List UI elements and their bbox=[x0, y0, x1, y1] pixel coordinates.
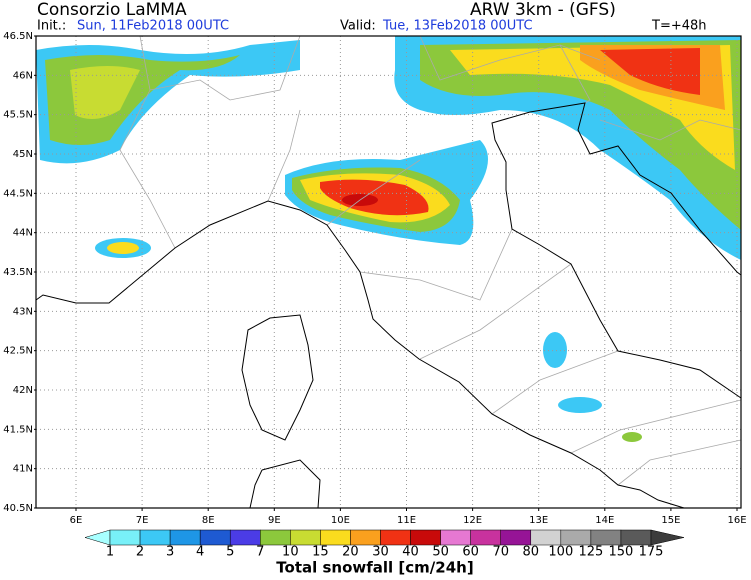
colorbar-label: 7 bbox=[256, 545, 264, 560]
colorbar-label: 15 bbox=[312, 545, 329, 560]
colorbar-label: 5 bbox=[226, 545, 234, 560]
lat-label: 44N bbox=[13, 228, 33, 239]
colorbar-box bbox=[410, 529, 441, 546]
lon-label: 10E bbox=[331, 515, 350, 526]
colorbar-box bbox=[440, 529, 471, 546]
colorbar-label: 20 bbox=[342, 545, 359, 560]
lon-label: 12E bbox=[463, 515, 482, 526]
colorbar-triangle bbox=[84, 529, 111, 546]
colorbar-label: 40 bbox=[402, 545, 419, 560]
valid-value: Tue, 13Feb2018 00UTC bbox=[382, 19, 533, 34]
colorbar-label: 70 bbox=[492, 545, 509, 560]
colorbar-box bbox=[109, 529, 141, 546]
colorbar-label: 30 bbox=[372, 545, 389, 560]
colorbar-label: 125 bbox=[578, 545, 603, 560]
snow-area bbox=[622, 432, 642, 442]
admin-borders bbox=[119, 35, 742, 486]
colorbar: 1 2 3 4 5 7 10 15 20 30 40 50 60 70 80 100 125 150 175 bbox=[84, 529, 685, 560]
colorbar-box bbox=[229, 529, 261, 546]
colorbar-box bbox=[169, 529, 201, 546]
model-title: ARW 3km - (GFS) bbox=[470, 0, 616, 20]
colorbar-label: 60 bbox=[462, 545, 479, 560]
colorbar-label: 175 bbox=[639, 545, 664, 560]
lat-label: 40.5N bbox=[3, 503, 33, 514]
island-sardinia bbox=[249, 459, 321, 509]
snow-area bbox=[107, 242, 139, 254]
colorbar-triangle bbox=[650, 529, 685, 546]
colorbar-box bbox=[620, 529, 652, 546]
snow-area bbox=[70, 66, 140, 119]
lat-label: 45N bbox=[13, 149, 33, 160]
colorbar-box bbox=[530, 529, 562, 546]
colorbar-box bbox=[380, 529, 411, 546]
lon-label: 13E bbox=[529, 515, 548, 526]
lon-label: 14E bbox=[595, 515, 614, 526]
colorbar-label: 3 bbox=[166, 545, 174, 560]
snow-area bbox=[558, 397, 602, 413]
lat-label: 42N bbox=[13, 385, 33, 396]
lon-label: 6E bbox=[70, 515, 83, 526]
lon-label: 7E bbox=[136, 515, 149, 526]
snow-area bbox=[543, 332, 567, 368]
lat-label: 46N bbox=[13, 70, 33, 81]
colorbar-label: 150 bbox=[609, 545, 634, 560]
colorbar-box bbox=[139, 529, 171, 546]
colorbar-label: 10 bbox=[282, 545, 299, 560]
colorbar-title: Total snowfall [cm/24h] bbox=[276, 559, 473, 577]
org-title: Consorzio LaMMA bbox=[37, 0, 187, 20]
colorbar-box bbox=[560, 529, 592, 546]
lat-label: 44.5N bbox=[3, 188, 33, 199]
colorbar-box bbox=[290, 529, 321, 546]
lead-time: T=+48h bbox=[651, 19, 707, 34]
colorbar-box bbox=[260, 529, 291, 546]
snow-fields bbox=[36, 36, 741, 442]
colorbar-label: 80 bbox=[523, 545, 540, 560]
colorbar-box bbox=[500, 529, 532, 546]
graticule bbox=[36, 36, 741, 508]
colorbar-label: 2 bbox=[136, 545, 144, 560]
colorbar-box bbox=[470, 529, 501, 546]
colorbar-box bbox=[350, 529, 381, 546]
lat-label: 43N bbox=[13, 306, 33, 317]
coastline bbox=[35, 102, 742, 509]
axis-labels: 46.5N 46N 45.5N 45N 44.5N 44N 43.5N 43N 42.5N 42N… bbox=[3, 31, 746, 526]
lon-label: 15E bbox=[661, 515, 680, 526]
init-label: Init.: bbox=[37, 19, 66, 34]
lat-label: 42.5N bbox=[3, 346, 33, 357]
snow-area bbox=[600, 48, 700, 95]
map-area bbox=[35, 35, 742, 509]
lat-label: 46.5N bbox=[3, 31, 33, 42]
init-value: Sun, 11Feb2018 00UTC bbox=[77, 19, 229, 34]
colorbar-label: 50 bbox=[432, 545, 449, 560]
lat-label: 41N bbox=[13, 464, 33, 475]
colorbar-label: 4 bbox=[196, 545, 204, 560]
lon-label: 16E bbox=[727, 515, 746, 526]
lat-label: 43.5N bbox=[3, 267, 33, 278]
island-corsica bbox=[241, 314, 314, 441]
lat-label: 41.5N bbox=[3, 424, 33, 435]
lat-label: 45.5N bbox=[3, 110, 33, 121]
lon-label: 11E bbox=[397, 515, 416, 526]
colorbar-label: 1 bbox=[106, 545, 114, 560]
valid-label: Valid: bbox=[340, 19, 376, 34]
colorbar-label: 100 bbox=[548, 545, 573, 560]
lon-label: 8E bbox=[202, 515, 215, 526]
colorbar-box bbox=[590, 529, 622, 546]
colorbar-box bbox=[199, 529, 231, 546]
colorbar-box bbox=[320, 529, 351, 546]
lon-label: 9E bbox=[268, 515, 281, 526]
